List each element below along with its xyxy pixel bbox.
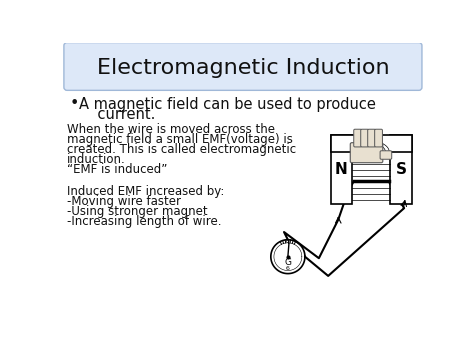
- FancyBboxPatch shape: [64, 43, 422, 90]
- Text: 6: 6: [285, 267, 289, 272]
- Text: S: S: [395, 162, 407, 177]
- Text: G: G: [284, 258, 292, 267]
- FancyBboxPatch shape: [361, 129, 368, 147]
- Text: created. This is called electromagnetic: created. This is called electromagnetic: [67, 143, 296, 157]
- Text: induction.: induction.: [67, 153, 126, 166]
- Text: 0: 0: [286, 239, 290, 244]
- FancyBboxPatch shape: [354, 129, 362, 147]
- FancyBboxPatch shape: [350, 143, 383, 163]
- Text: -Moving wire faster: -Moving wire faster: [67, 195, 181, 208]
- Text: A magnetic field can be used to produce: A magnetic field can be used to produce: [80, 97, 376, 111]
- Text: When the wire is moved across the: When the wire is moved across the: [67, 124, 275, 136]
- Text: Induced EMF increased by:: Induced EMF increased by:: [67, 185, 224, 198]
- FancyBboxPatch shape: [368, 129, 375, 147]
- FancyBboxPatch shape: [330, 135, 352, 204]
- FancyBboxPatch shape: [390, 135, 412, 204]
- Text: “EMF is induced”: “EMF is induced”: [67, 164, 167, 176]
- FancyBboxPatch shape: [380, 151, 392, 159]
- Text: -Using stronger magnet: -Using stronger magnet: [67, 205, 208, 218]
- FancyBboxPatch shape: [374, 129, 383, 147]
- Text: Electromagnetic Induction: Electromagnetic Induction: [97, 58, 389, 78]
- Text: magnetic field a small EMF(voltage) is: magnetic field a small EMF(voltage) is: [67, 133, 293, 147]
- Text: •: •: [70, 97, 80, 111]
- FancyBboxPatch shape: [330, 135, 412, 152]
- Text: current.: current.: [80, 107, 156, 122]
- Text: -Increasing length of wire.: -Increasing length of wire.: [67, 215, 221, 228]
- Text: N: N: [335, 162, 348, 177]
